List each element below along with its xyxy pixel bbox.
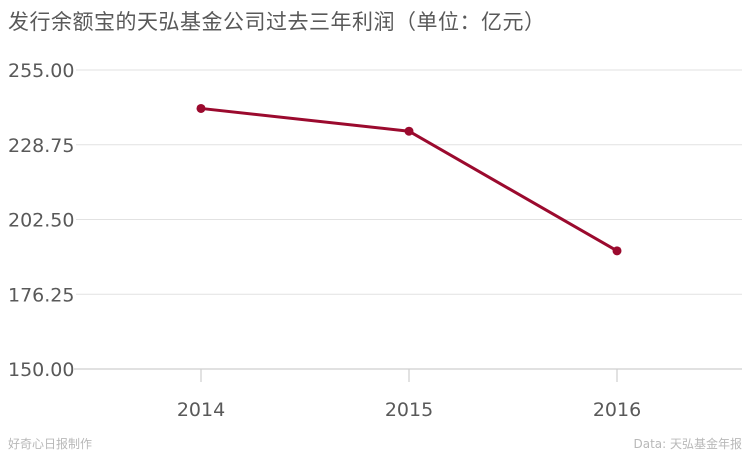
y-tick-label: 255.00 (8, 60, 74, 82)
series (196, 103, 622, 256)
data-source-text: Data: 天弘基金年报 (633, 437, 742, 451)
x-tick-label: 2016 (593, 399, 641, 421)
data-point (196, 103, 206, 113)
data-point (612, 246, 622, 256)
gridlines (74, 69, 742, 370)
chart-title: 发行余额宝的天弘基金公司过去三年利润（单位：亿元） (8, 10, 546, 34)
y-tick-label: 228.75 (8, 135, 74, 157)
y-axis-tick-labels: 150.00 176.25 202.50 228.75 255.00 (8, 60, 74, 381)
x-tick-label: 2015 (385, 399, 433, 421)
y-tick-label: 202.50 (8, 210, 74, 232)
x-tick-label: 2014 (177, 399, 225, 421)
x-axis: 2014 2015 2016 (177, 369, 641, 421)
y-tick-label: 176.25 (8, 284, 74, 306)
y-tick-label: 150.00 (8, 359, 74, 381)
data-point (404, 126, 414, 136)
credit-text: 好奇心日报制作 (8, 437, 93, 451)
